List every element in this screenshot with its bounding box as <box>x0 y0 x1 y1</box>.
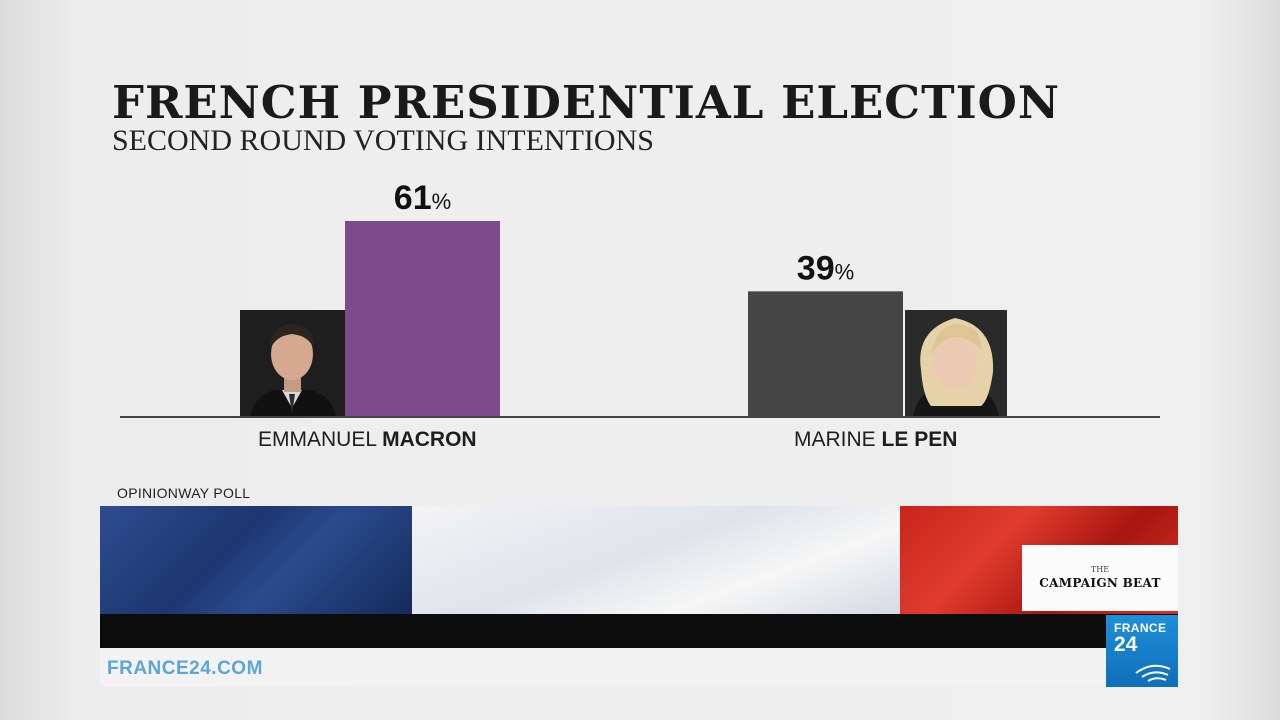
macron-bar <box>345 221 500 416</box>
ticker-bar <box>100 614 1178 648</box>
macron-last-name: MACRON <box>382 428 477 451</box>
le-pen-value-label: 39% <box>797 249 854 287</box>
flag-blue-band <box>100 506 412 614</box>
campaign-beat-title: CAMPAIGN BEAT <box>1039 576 1161 590</box>
le-pen-first-name: MARINE <box>794 428 876 451</box>
macron-name-label: EMMANUEL MACRON <box>258 428 477 452</box>
le-pen-name-label: MARINE LE PEN <box>794 428 957 452</box>
poll-source: OPINIONWAY POLL <box>117 485 251 501</box>
france24-logo-text: FRANCE <box>1114 621 1167 635</box>
france24-waves-icon <box>1135 664 1171 682</box>
le-pen-bar <box>748 291 903 416</box>
le-pen-last-name: LE PEN <box>881 428 958 451</box>
french-flag-banner <box>100 506 1178 614</box>
campaign-beat-logo: THE CAMPAIGN BEAT <box>1022 545 1178 611</box>
macron-photo <box>240 310 345 417</box>
chart-title: FRENCH PRESIDENTIAL ELECTION <box>112 76 1060 129</box>
le-pen-photo <box>905 310 1007 417</box>
campaign-beat-the: THE <box>1090 565 1110 574</box>
france24-logo-number: 24 <box>1114 633 1138 656</box>
france24-logo: FRANCE 24 <box>1106 615 1178 687</box>
macron-first-name: EMMANUEL <box>258 428 377 451</box>
site-url[interactable]: FRANCE24.COM <box>107 658 263 679</box>
flag-white-band <box>412 506 900 614</box>
macron-value-label: 61% <box>394 179 451 217</box>
footer-strip <box>100 648 1106 686</box>
chart-subtitle: SECOND ROUND VOTING INTENTIONS <box>112 124 654 157</box>
